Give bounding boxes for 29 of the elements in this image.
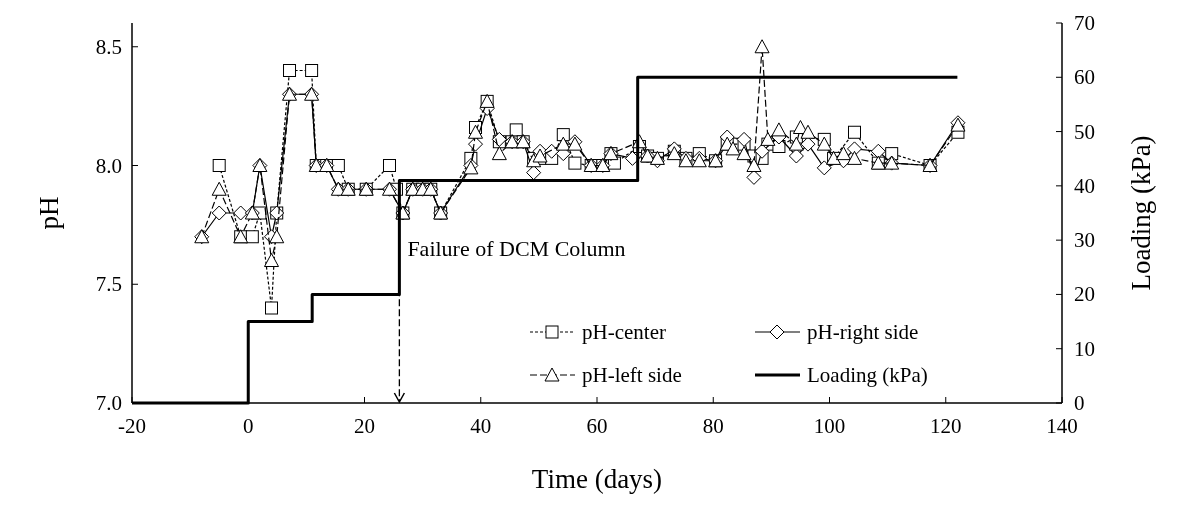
y-tick-label: 8.5 [95,34,122,59]
x-axis-title: Time (days) [531,464,663,494]
x-tick-label: 120 [930,414,962,438]
x-tick-label: 80 [702,414,724,438]
y2-tick-label: 40 [1074,173,1095,198]
x-tick-label: 140 [1046,414,1078,438]
y-tick-label: 7.5 [95,272,122,297]
ref-line-label: Failure of DCM Column [407,235,626,261]
x-tick-label: 60 [586,414,608,438]
y2-axis-title: Loading (kPa) [1126,135,1156,291]
x-tick-label: 40 [470,414,492,438]
y2-tick-label: 60 [1074,65,1095,90]
y-tick-label: 8.0 [95,153,122,178]
x-tick-label: 0 [243,414,254,438]
y2-tick-label: 70 [1074,11,1095,35]
x-tick-label: 100 [813,414,846,438]
legend-label: pH-center [582,320,666,344]
y2-tick-label: 0 [1074,391,1085,415]
legend-label: Loading (kPa) [807,363,928,387]
legend-label: pH-left side [582,363,682,387]
y2-tick-label: 20 [1074,282,1095,307]
y2-tick-label: 50 [1074,119,1095,144]
x-tick-label: 20 [354,414,375,438]
y2-tick-label: 30 [1074,228,1095,253]
y2-tick-label: 10 [1074,336,1095,361]
x-tick-label: -20 [118,414,146,438]
y-axis-title: pH [34,196,64,230]
y-tick-label: 7.0 [95,391,122,415]
legend-label: pH-right side [807,320,919,344]
